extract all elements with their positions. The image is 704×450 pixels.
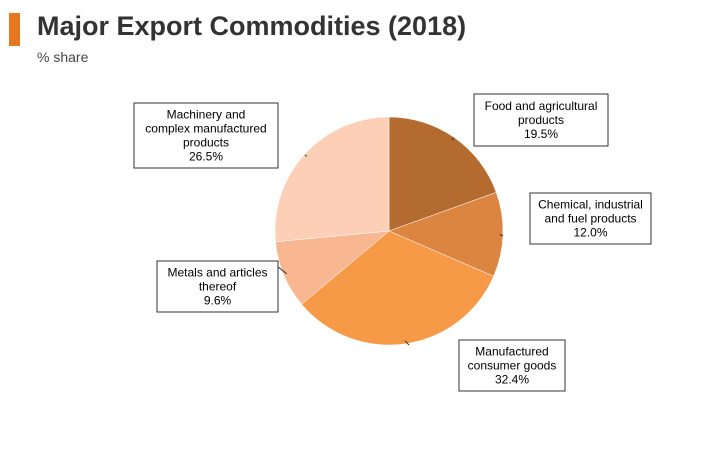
slice-category-label: Chemical, industrial bbox=[538, 198, 643, 212]
label-box bbox=[133, 102, 279, 169]
slice-category-label: complex manufactured bbox=[145, 122, 266, 136]
slice-category-label: products bbox=[518, 113, 564, 127]
slice-category-label: Manufactured bbox=[475, 345, 548, 359]
leader-line bbox=[404, 340, 410, 346]
pie-slice bbox=[301, 230, 494, 346]
slice-value-label: 12.0% bbox=[573, 226, 607, 240]
label-box bbox=[156, 260, 279, 313]
label-box bbox=[473, 93, 609, 147]
leader-line bbox=[304, 154, 308, 157]
slice-value-label: 19.5% bbox=[524, 127, 558, 141]
chart-title: Major Export Commodities (2018) bbox=[37, 11, 467, 41]
leader-line bbox=[499, 234, 504, 237]
slice-category-label: Food and agricultural bbox=[485, 99, 598, 113]
slice-category-label: products bbox=[183, 136, 229, 150]
slice-category-label: Machinery and bbox=[167, 108, 246, 122]
leader-line bbox=[276, 265, 287, 275]
slice-value-label: 9.6% bbox=[204, 294, 232, 308]
slice-value-label: 32.4% bbox=[495, 373, 529, 387]
slice-category-label: consumer goods bbox=[468, 359, 557, 373]
slice-value-label: 26.5% bbox=[189, 150, 223, 164]
pie-slice bbox=[388, 116, 497, 232]
title-accent-bar bbox=[9, 13, 20, 46]
pie-slice bbox=[388, 192, 504, 277]
slice-category-label: Metals and articles bbox=[167, 266, 267, 280]
chart-subtitle: % share bbox=[37, 49, 89, 65]
label-box bbox=[458, 339, 566, 392]
label-box bbox=[529, 192, 652, 245]
pie-slice bbox=[274, 116, 390, 243]
slice-category-label: and fuel products bbox=[544, 212, 636, 226]
slice-category-label: thereof bbox=[199, 280, 237, 294]
